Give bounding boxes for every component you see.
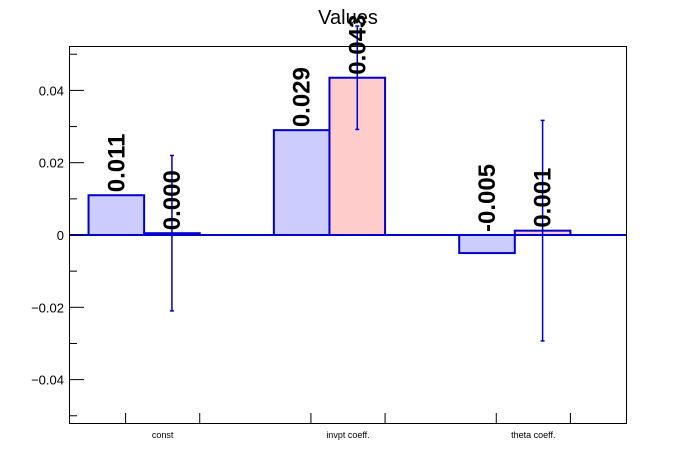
x-category-label: const [152,430,174,440]
data-label: 0.001 [530,168,557,228]
bar [87,194,146,237]
y-tick-label: 0.04 [39,83,64,98]
y-axis: −0.04 −0.02 0 0.02 0.04 [31,53,84,417]
y-tick-label: 0.02 [39,156,64,171]
y-tick-label: 0 [57,228,64,243]
bar [272,129,331,236]
x-category-label: theta coeff. [511,430,555,440]
error-bars-layer [169,25,545,342]
data-label: 0.043 [344,15,371,75]
data-label: 0.029 [289,67,316,127]
bar [458,234,516,255]
x-axis: const invpt coeff. theta coeff. [125,413,571,440]
x-category-label: invpt coeff. [326,430,369,440]
data-labels-layer: 0.011 0.029 -0.005 0.000 0.043 0.001 [103,15,556,232]
chart-title: Values [318,7,378,29]
y-tick-label: −0.04 [31,373,64,388]
plot-frame [69,46,627,424]
data-label: 0.011 [103,133,130,192]
data-label: 0.000 [159,170,186,230]
y-tick-label: −0.02 [31,300,64,315]
data-label: -0.005 [474,164,501,232]
